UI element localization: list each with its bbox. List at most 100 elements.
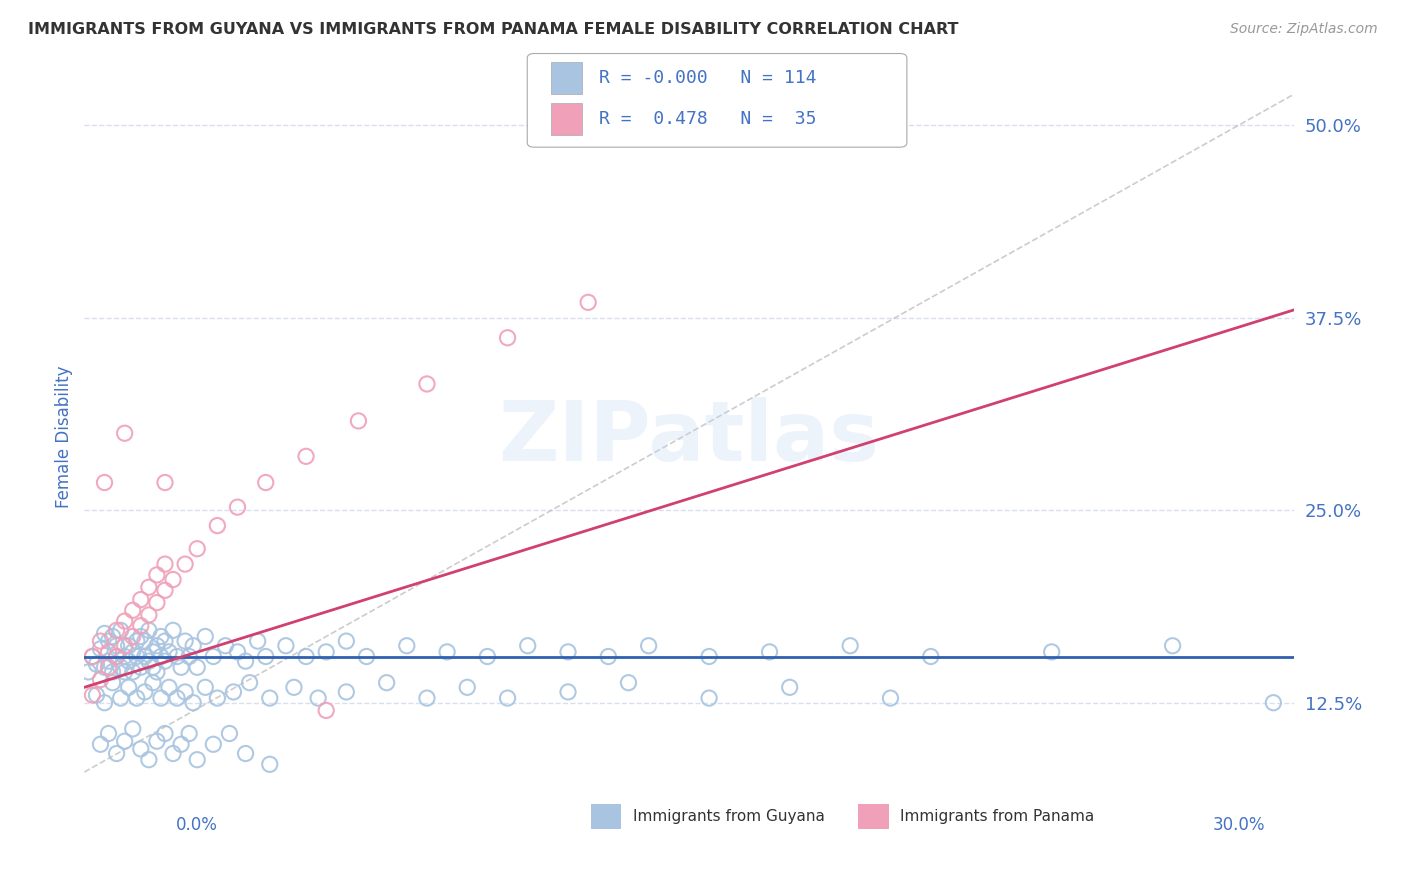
Point xyxy=(557,645,579,659)
Point xyxy=(226,500,249,515)
Point xyxy=(134,649,156,664)
Point xyxy=(375,675,398,690)
Text: Source: ZipAtlas.com: Source: ZipAtlas.com xyxy=(1230,22,1378,37)
Point xyxy=(153,726,176,740)
Point xyxy=(162,747,184,761)
Point xyxy=(157,645,180,659)
Point xyxy=(146,734,169,748)
Point xyxy=(395,639,418,653)
Point xyxy=(101,675,124,690)
Y-axis label: Female Disability: Female Disability xyxy=(55,366,73,508)
Point xyxy=(179,726,201,740)
Point xyxy=(105,649,128,664)
Point xyxy=(416,691,439,706)
Point xyxy=(315,703,337,717)
Point xyxy=(202,649,225,664)
Point xyxy=(335,685,357,699)
Point xyxy=(170,737,193,751)
Text: 0.0%: 0.0% xyxy=(176,816,218,834)
Point xyxy=(105,747,128,761)
Point xyxy=(77,665,100,679)
Point xyxy=(93,475,115,490)
Point xyxy=(166,691,188,706)
Point xyxy=(557,685,579,699)
Point xyxy=(1263,696,1285,710)
Point xyxy=(174,685,197,699)
Point xyxy=(138,654,160,668)
Point xyxy=(153,634,176,648)
Point xyxy=(697,691,720,706)
Point xyxy=(235,747,257,761)
Point xyxy=(166,649,188,664)
Point xyxy=(186,541,208,556)
Point xyxy=(97,654,120,668)
Point xyxy=(97,726,120,740)
Point xyxy=(129,592,152,607)
Point xyxy=(105,649,128,664)
Point xyxy=(110,691,132,706)
Point xyxy=(114,426,136,441)
Point xyxy=(315,645,337,659)
Point xyxy=(101,630,124,644)
Point xyxy=(239,675,262,690)
Point xyxy=(283,681,305,695)
Point xyxy=(153,654,176,668)
Point xyxy=(246,634,269,648)
Point xyxy=(295,649,318,664)
Point xyxy=(335,634,357,648)
Point xyxy=(89,673,111,687)
Point xyxy=(194,681,217,695)
Point xyxy=(101,665,124,679)
Point xyxy=(114,734,136,748)
Point xyxy=(186,660,208,674)
Point xyxy=(259,691,281,706)
Point xyxy=(146,639,169,653)
Point xyxy=(121,645,143,659)
Point xyxy=(174,634,197,648)
Point xyxy=(779,681,801,695)
Point xyxy=(121,630,143,644)
Point xyxy=(125,634,148,648)
Point xyxy=(118,654,141,668)
Point xyxy=(125,649,148,664)
Point xyxy=(254,475,277,490)
Point xyxy=(356,649,378,664)
Point xyxy=(153,583,176,598)
Point xyxy=(138,580,160,594)
Point xyxy=(110,624,132,638)
Point xyxy=(114,614,136,628)
Point xyxy=(179,649,201,664)
Point xyxy=(598,649,620,664)
Point xyxy=(436,645,458,659)
Point xyxy=(114,665,136,679)
Point xyxy=(118,639,141,653)
Point xyxy=(194,630,217,644)
Point xyxy=(207,691,229,706)
Point xyxy=(222,685,245,699)
Point xyxy=(839,639,862,653)
Point xyxy=(149,691,172,706)
Point xyxy=(274,639,297,653)
Point xyxy=(516,639,538,653)
Point xyxy=(226,645,249,659)
Point xyxy=(89,737,111,751)
Point xyxy=(86,657,108,672)
Point xyxy=(920,649,942,664)
Point xyxy=(146,596,169,610)
Point xyxy=(142,660,165,674)
Point xyxy=(129,618,152,632)
Point xyxy=(114,649,136,664)
Point xyxy=(142,675,165,690)
Point xyxy=(496,331,519,345)
Point xyxy=(118,681,141,695)
Point xyxy=(697,649,720,664)
Point xyxy=(416,376,439,391)
Point xyxy=(134,685,156,699)
Point xyxy=(170,660,193,674)
Point xyxy=(879,691,901,706)
Point xyxy=(153,557,176,571)
Text: R =  0.478   N =  35: R = 0.478 N = 35 xyxy=(599,110,817,128)
Point xyxy=(149,630,172,644)
Point xyxy=(202,737,225,751)
Text: 30.0%: 30.0% xyxy=(1213,816,1265,834)
